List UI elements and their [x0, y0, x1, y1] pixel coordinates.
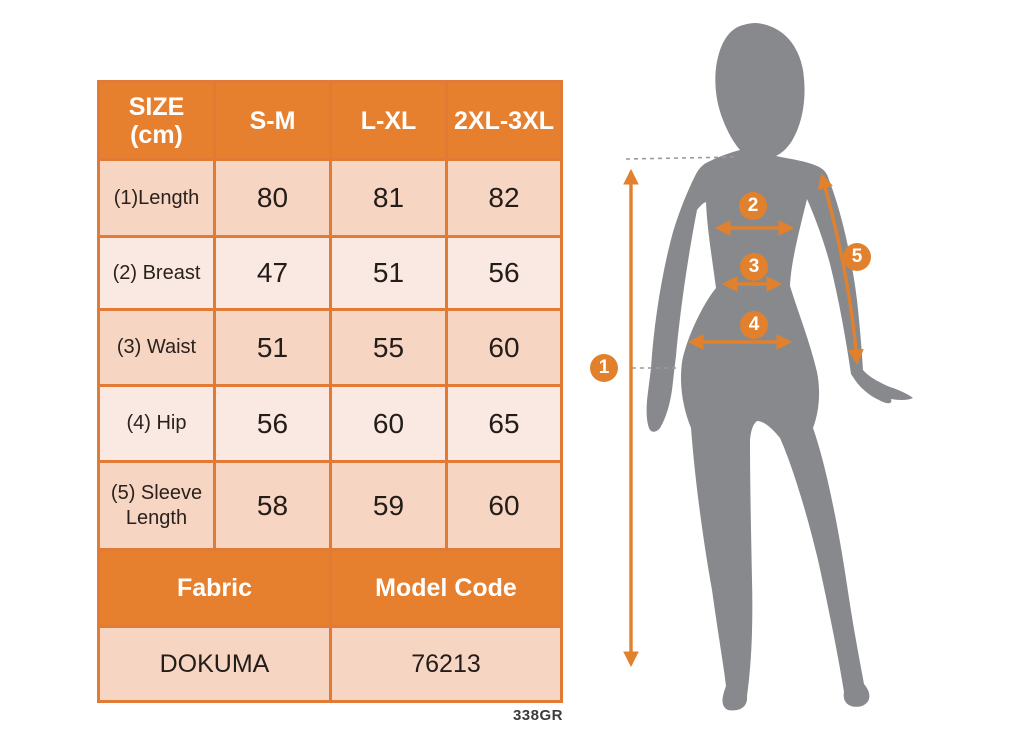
model-code-header: Model Code: [332, 551, 560, 625]
row-label-length: (1)Length: [100, 161, 213, 235]
value-breast-s-m: 47: [216, 238, 329, 308]
size-header-line2: (cm): [130, 120, 183, 149]
value-hip-2xl-3xl: 65: [448, 387, 560, 460]
column-header-2xl-3xl: 2XL-3XL: [448, 83, 560, 158]
value-sleeve-s-m: 58: [216, 463, 329, 548]
model-code-value: 76213: [332, 628, 560, 700]
body-silhouette-shape: [646, 23, 913, 711]
value-waist-l-xl: 55: [332, 311, 445, 384]
size-header-line1: SIZE: [128, 92, 185, 121]
column-header-l-xl: L-XL: [332, 83, 445, 158]
value-sleeve-2xl-3xl: 60: [448, 463, 560, 548]
value-sleeve-l-xl: 59: [332, 463, 445, 548]
measure-badge-3: 3: [740, 253, 768, 281]
value-waist-s-m: 51: [216, 311, 329, 384]
size-unit-header: SIZE (cm): [100, 83, 213, 158]
size-table: SIZE (cm) S-M L-XL 2XL-3XL (1)Length 80 …: [97, 80, 563, 703]
value-breast-l-xl: 51: [332, 238, 445, 308]
value-waist-2xl-3xl: 60: [448, 311, 560, 384]
row-label-sleeve-length: (5) Sleeve Length: [100, 463, 213, 548]
fabric-header: Fabric: [100, 551, 329, 625]
row-label-hip: (4) Hip: [100, 387, 213, 460]
value-length-s-m: 80: [216, 161, 329, 235]
column-header-s-m: S-M: [216, 83, 329, 158]
value-length-l-xl: 81: [332, 161, 445, 235]
row-label-waist: (3) Waist: [100, 311, 213, 384]
sleeve-arrow: [817, 172, 864, 366]
measure-badge-5: 5: [843, 243, 871, 271]
weight-caption: 338GR: [512, 707, 563, 724]
shoulder-dashed-line: [625, 156, 737, 160]
value-hip-l-xl: 60: [332, 387, 445, 460]
row-label-breast: (2) Breast: [100, 238, 213, 308]
measure-badge-1: 1: [590, 354, 618, 382]
measure-badge-2: 2: [739, 192, 767, 220]
measure-badge-4: 4: [740, 311, 768, 339]
value-hip-s-m: 56: [216, 387, 329, 460]
value-length-2xl-3xl: 82: [448, 161, 560, 235]
value-breast-2xl-3xl: 56: [448, 238, 560, 308]
fabric-value: DOKUMA: [100, 628, 329, 700]
